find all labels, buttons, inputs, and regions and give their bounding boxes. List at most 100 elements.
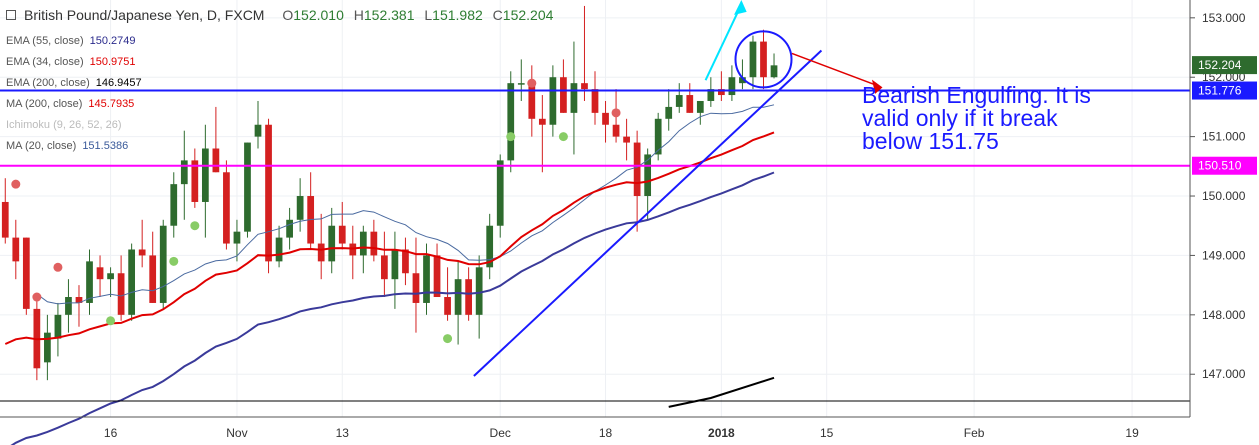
candle-down (381, 255, 388, 280)
candle-down (612, 124, 620, 137)
price-tag (1192, 156, 1257, 175)
open-label: O (282, 7, 294, 23)
ma20-line (36, 104, 775, 305)
ema55-line (10, 171, 775, 445)
time-tick-label: 16 (104, 426, 118, 440)
candle-down (444, 297, 451, 315)
ichimoku-dot (506, 132, 516, 142)
candle-up (128, 249, 136, 315)
high-label: H (353, 7, 364, 23)
candle-up (675, 95, 683, 107)
candle-up (770, 65, 778, 78)
candle-up (275, 237, 283, 262)
candle-up (486, 225, 494, 268)
legend-label: EMA (200, close) (6, 77, 90, 89)
ohlc-readout: O152.010 H152.381 L151.982 C152.204 (282, 7, 559, 23)
candle-down (760, 41, 767, 78)
legend-ema34[interactable]: EMA (34, close) 150.9751 (6, 56, 136, 68)
price-tag-label: 152.204 (1198, 58, 1242, 72)
cyan-arrow (704, 8, 741, 81)
candle-down (265, 124, 272, 262)
candle-up (244, 142, 251, 232)
time-tick-label: 13 (336, 426, 350, 440)
candle-up (391, 249, 399, 280)
candle-up (107, 273, 114, 280)
candle-up (496, 160, 504, 226)
low-label: L (424, 7, 433, 23)
ema34-line (4, 131, 775, 345)
price-tag-label: 150.510 (1198, 159, 1242, 173)
candle-up (159, 225, 167, 303)
candle-up (296, 196, 304, 220)
candle-up (286, 219, 293, 238)
candle-down (191, 160, 199, 202)
candle-up (65, 297, 72, 315)
red-arrow (791, 52, 878, 87)
candle-down (138, 249, 146, 256)
high-value: 152.381 (363, 7, 415, 23)
candle-down (96, 267, 104, 280)
low-value: 151.982 (432, 7, 483, 23)
red-arrowhead (871, 79, 883, 94)
candle-down (465, 279, 472, 315)
candle-down (22, 237, 30, 309)
chart-header: British Pound/Japanese Yen, D, FXCM O152… (6, 7, 559, 23)
time-tick-label: 15 (820, 426, 834, 440)
ichimoku-dot (106, 316, 116, 326)
cyan-arrowhead (734, 0, 747, 15)
legend-ema55[interactable]: EMA (55, close) 150.2749 (6, 35, 136, 47)
price-tick-label: 150.000 (1202, 189, 1246, 203)
legend-value: 146.9457 (95, 77, 142, 89)
time-tick-label: 19 (1125, 426, 1139, 440)
ichimoku-dot (527, 78, 537, 88)
price-tag (1192, 56, 1257, 75)
close-label: C (492, 7, 503, 23)
candle-down (338, 225, 346, 244)
candle-down (718, 89, 725, 96)
candle-down (686, 95, 694, 113)
time-tick-label: 2018 (708, 426, 735, 440)
price-tick-label: 153.000 (1202, 11, 1246, 25)
trendline (473, 49, 823, 377)
candle-up (654, 118, 662, 155)
legend-value: 145.7935 (88, 98, 135, 110)
legend-value: 151.5386 (82, 140, 129, 152)
collapse-icon[interactable] (6, 10, 16, 20)
open-value: 152.010 (293, 7, 344, 23)
candle-up (507, 83, 515, 161)
ichimoku-dot (53, 262, 63, 272)
ema200-line (668, 376, 775, 408)
candle-up (665, 106, 673, 119)
ichimoku-dot (611, 108, 621, 118)
candle-down (223, 172, 230, 244)
candle-up (86, 261, 93, 303)
candle-up (696, 100, 704, 113)
legend-label: MA (200, close) (6, 98, 83, 110)
legend-label: EMA (34, close) (6, 56, 84, 68)
price-tick-label: 151.000 (1202, 130, 1246, 144)
annotation-text: Bearish Engulfing. It is valid only if i… (862, 82, 1091, 154)
price-tick-label: 149.000 (1202, 248, 1246, 262)
legend-ema200[interactable]: EMA (200, close) 146.9457 (6, 77, 142, 89)
legend-ma200[interactable]: MA (200, close) 145.7935 (6, 98, 134, 110)
candle-down (412, 273, 420, 303)
candle-up (201, 148, 209, 202)
candle-down (75, 297, 83, 303)
price-tick-label: 147.000 (1202, 367, 1246, 381)
legend-ichimoku[interactable]: Ichimoku (9, 26, 52, 26) (6, 119, 122, 131)
candle-down (528, 83, 536, 119)
candle-up (749, 41, 757, 78)
candle-down (433, 255, 441, 298)
legend-ma20[interactable]: MA (20, close) 151.5386 (6, 140, 128, 152)
candle-up (739, 77, 746, 84)
candle-down (149, 255, 157, 303)
legend-label: MA (20, close) (6, 140, 77, 152)
candle-down (581, 83, 588, 90)
price-tag-label: 151.776 (1198, 84, 1242, 98)
candle-down (538, 118, 546, 125)
candle-up (254, 124, 262, 137)
legend-value: 150.2749 (89, 35, 136, 47)
candle-down (1, 201, 9, 238)
